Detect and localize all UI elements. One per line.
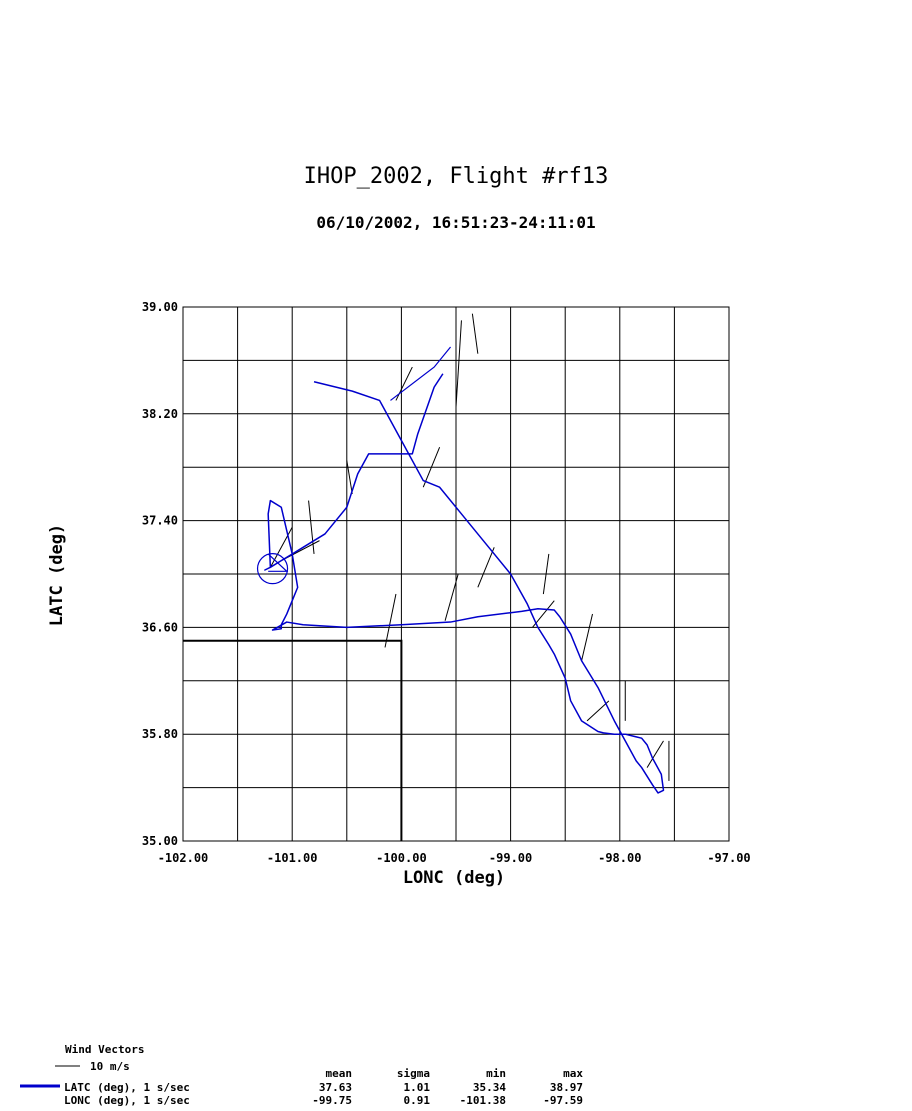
wind-vector (455, 320, 462, 408)
y-tick-label: 35.80 (142, 727, 178, 741)
wind-vector (444, 573, 459, 621)
y-axis-label: LATC (deg) (47, 524, 67, 626)
latc-sigma: 1.01 (404, 1081, 431, 1094)
chart-subtitle: 06/10/2002, 16:51:23-24:11:01 (316, 213, 595, 232)
y-tick-label: 39.00 (142, 300, 178, 314)
wind-scale-label: 10 m/s (90, 1060, 130, 1073)
x-tick-label: -98.00 (598, 851, 641, 865)
x-tick-labels: -102.00 -101.00 -100.00 -99.00 -98.00 -97.00 (158, 851, 751, 865)
stat-header-sigma: sigma (397, 1067, 430, 1080)
x-tick-label: -99.00 (489, 851, 532, 865)
lonc-max: -97.59 (543, 1094, 583, 1107)
lonc-mean: -99.75 (312, 1094, 352, 1107)
latc-mean: 37.63 (319, 1081, 352, 1094)
wind-legend-title: Wind Vectors (65, 1043, 144, 1056)
track-loop (267, 553, 289, 572)
lonc-sigma: 0.91 (404, 1094, 431, 1107)
lonc-row-label: LONC (deg), 1 s/sec (64, 1094, 190, 1107)
wind-vector (384, 593, 397, 648)
boundary-line (183, 639, 403, 841)
latc-row-label: LATC (deg), 1 s/sec (64, 1081, 190, 1094)
plot-frame (182, 306, 730, 842)
flight-track (256, 346, 665, 794)
stat-header-mean: mean (326, 1067, 353, 1080)
wind-vector (422, 446, 441, 488)
x-tick-label: -102.00 (158, 851, 209, 865)
lonc-min: -101.38 (460, 1094, 506, 1107)
wind-vector (269, 527, 293, 568)
track-loop (390, 346, 452, 401)
wind-vector (586, 700, 610, 722)
wind-vector (346, 460, 353, 494)
wind-vector (477, 547, 495, 588)
latc-max: 38.97 (550, 1081, 583, 1094)
wind-vector (581, 613, 593, 661)
y-tick-label: 37.40 (142, 514, 178, 528)
track-circle (256, 553, 289, 585)
x-axis-label: LONC (deg) (403, 868, 505, 888)
y-tick-labels: 35.00 35.80 36.60 37.40 38.20 39.00 (142, 300, 178, 848)
wind-vector (646, 740, 664, 768)
stat-header-min: min (486, 1067, 506, 1080)
y-tick-label: 35.00 (142, 834, 178, 848)
y-tick-label: 36.60 (142, 620, 178, 634)
y-tick-label: 38.20 (142, 407, 178, 421)
x-tick-label: -97.00 (707, 851, 750, 865)
wind-vector (471, 313, 479, 354)
chart-title: IHOP_2002, Flight #rf13 (304, 164, 609, 189)
wind-vector (395, 366, 413, 401)
track-line (264, 373, 665, 794)
wind-vector (542, 553, 550, 595)
stat-header-max: max (563, 1067, 583, 1080)
grid-lines (182, 306, 730, 842)
state-boundary (183, 639, 403, 841)
x-tick-label: -100.00 (376, 851, 427, 865)
wind-vector (308, 500, 315, 555)
x-tick-label: -101.00 (267, 851, 318, 865)
latc-min: 35.34 (473, 1081, 506, 1094)
